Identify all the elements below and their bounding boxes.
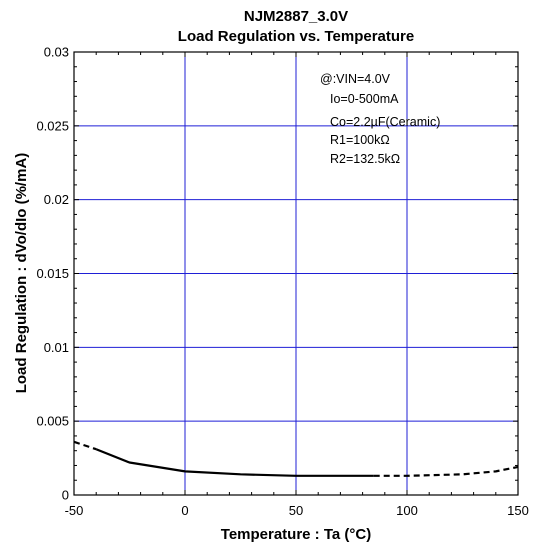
y-tick-label: 0.005 <box>36 414 69 429</box>
x-tick-label: 50 <box>289 503 303 518</box>
series-line-dashed <box>73 440 97 451</box>
y-tick-label: 0.03 <box>44 45 69 60</box>
annotation-vin: @:VIN=4.0V <box>320 72 391 86</box>
y-tick-label: 0 <box>62 488 69 503</box>
x-tick-label: 100 <box>396 503 418 518</box>
y-tick-label: 0.015 <box>36 266 69 281</box>
annotation-box: @:VIN=4.0V Io=0-500mA Co=2.2µF(Ceramic) … <box>320 72 440 166</box>
annotation-co: Co=2.2µF(Ceramic) <box>330 115 440 129</box>
grid <box>74 52 518 495</box>
y-tick-label: 0.02 <box>44 192 69 207</box>
series-line-dashed <box>373 465 519 477</box>
series-layer <box>73 440 519 477</box>
x-axis-title: Temperature : Ta (°C) <box>221 526 371 543</box>
y-tick-label: 0.01 <box>44 340 69 355</box>
y-tick-label: 0.025 <box>36 118 69 133</box>
y-axis-title: Load Regulation : dVo/dIo (%/mA) <box>13 153 30 394</box>
x-tick-label: -50 <box>65 503 84 518</box>
x-tick-label: 150 <box>507 503 529 518</box>
annotation-r2: R2=132.5kΩ <box>330 152 400 166</box>
chart-title: NJM2887_3.0V <box>244 8 348 25</box>
annotation-r1: R1=100kΩ <box>330 133 390 147</box>
series-line <box>95 448 374 477</box>
annotation-io: Io=0-500mA <box>330 92 399 106</box>
chart-subtitle: Load Regulation vs. Temperature <box>178 28 414 45</box>
tick-marks <box>73 51 519 496</box>
x-tick-label: 0 <box>181 503 188 518</box>
